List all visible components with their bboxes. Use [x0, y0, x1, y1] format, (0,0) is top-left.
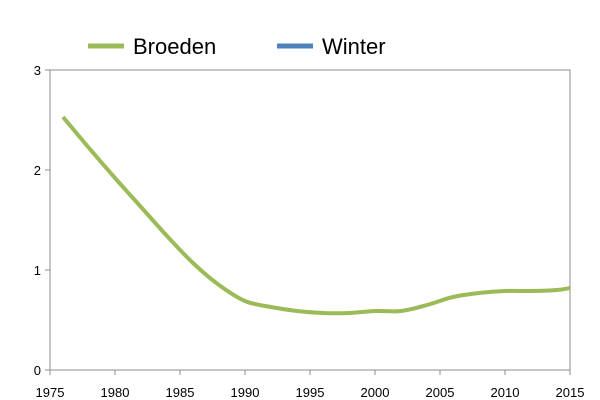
- y-tick-label: 2: [34, 163, 41, 178]
- y-tick-label: 0: [34, 363, 41, 378]
- legend-label-winter: Winter: [322, 34, 386, 59]
- series-line-broeden: [61, 115, 571, 316]
- x-tick-label: 2005: [426, 385, 455, 400]
- x-axis: 1975 1980 1985 1990 1995 2000 2005 2010 2015: [36, 370, 585, 400]
- x-tick-label: 2010: [491, 385, 520, 400]
- y-axis: 0 1 2 3: [34, 63, 50, 378]
- x-tick-label: 2015: [556, 385, 585, 400]
- x-tick-label: 1980: [101, 385, 130, 400]
- y-tick-label: 1: [34, 263, 41, 278]
- x-tick-label: 1995: [296, 385, 325, 400]
- series-layer: [61, 115, 571, 316]
- plot-area: [49, 69, 571, 371]
- legend-label-broeden: Broeden: [133, 34, 216, 59]
- x-tick-label: 1975: [36, 385, 65, 400]
- legend: Broeden Winter: [88, 34, 386, 59]
- y-tick-label: 3: [34, 63, 41, 78]
- x-tick-label: 1985: [166, 385, 195, 400]
- x-tick-label: 1990: [231, 385, 260, 400]
- x-tick-label: 2000: [361, 385, 390, 400]
